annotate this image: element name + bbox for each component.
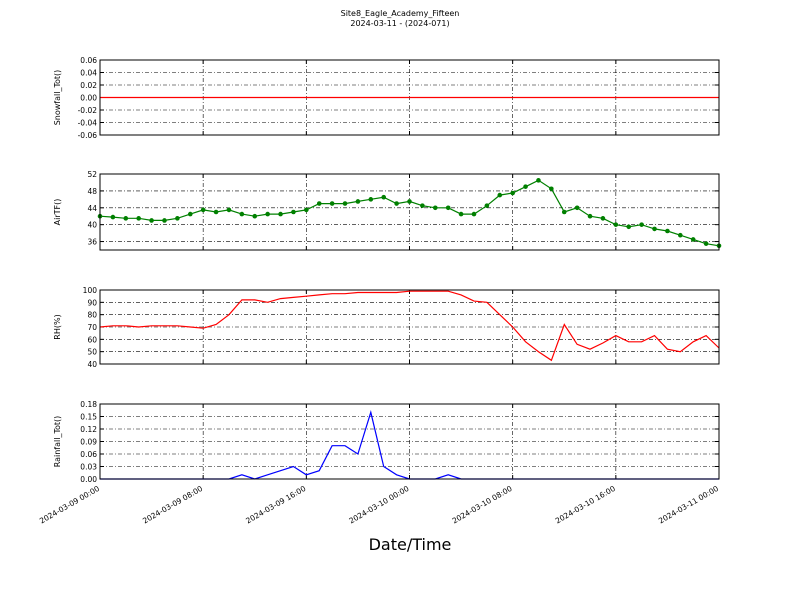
data-point (355, 199, 361, 204)
data-point (420, 203, 425, 208)
data-point (381, 194, 387, 200)
y-tick-label: 0.03 (80, 463, 97, 472)
plot-frame (99, 59, 720, 136)
data-point (110, 214, 116, 220)
y-tick-label: 40 (87, 360, 97, 369)
data-point (394, 201, 399, 206)
y-tick-label: 100 (83, 286, 98, 295)
y-tick-label: -0.04 (78, 119, 98, 128)
data-point (471, 211, 477, 217)
data-point (703, 241, 709, 246)
data-point (458, 211, 464, 217)
data-point (136, 216, 141, 221)
y-tick-label: 0.06 (80, 450, 97, 459)
data-point (252, 213, 258, 219)
data-point (600, 216, 606, 221)
data-point (510, 190, 515, 196)
data-point (678, 232, 683, 238)
data-point (368, 197, 374, 202)
y-tick-label: 60 (87, 335, 97, 344)
data-point (536, 178, 541, 183)
data-point (484, 203, 490, 208)
data-point (226, 207, 232, 213)
data-point (175, 216, 180, 221)
y-tick-label: 50 (87, 348, 97, 357)
data-point (200, 207, 206, 213)
y-tick-label: -0.06 (78, 131, 98, 140)
data-point (549, 186, 554, 192)
y-axis-label: Rainfall_Tot() (53, 416, 62, 468)
data-point (626, 224, 632, 230)
data-point (587, 213, 593, 219)
y-tick-label: 0.18 (80, 400, 97, 409)
x-tick-label: 2024-03-09 00:00 (38, 484, 101, 526)
y-tick-label: 44 (87, 204, 97, 213)
plot-frame (99, 289, 720, 365)
y-tick-label: 36 (87, 238, 97, 247)
data-point (265, 211, 270, 217)
data-point (213, 209, 219, 215)
data-point (162, 218, 167, 223)
data-point (329, 201, 335, 206)
y-tick-label: -0.02 (78, 106, 98, 115)
x-tick-label: 2024-03-11 00:00 (657, 484, 720, 526)
data-point (291, 209, 296, 215)
data-point (278, 211, 283, 217)
x-tick-label: 2024-03-09 16:00 (244, 484, 307, 526)
data-point (665, 228, 670, 234)
y-tick-label: 80 (87, 311, 97, 320)
y-tick-label: 52 (87, 170, 97, 179)
y-axis-label: AirTF() (53, 199, 62, 226)
data-point (561, 209, 567, 215)
y-tick-label: 70 (87, 323, 97, 332)
data-point (342, 201, 348, 206)
x-tick-label: 2024-03-10 08:00 (451, 484, 514, 526)
chart-title: Site8_Eagle_Academy_Fifteen (341, 9, 460, 18)
data-point (574, 205, 580, 211)
data-point (187, 211, 193, 217)
y-tick-label: 40 (87, 221, 97, 230)
plot-frame (99, 173, 720, 251)
data-point (613, 222, 619, 227)
y-tick-label: 48 (87, 187, 97, 196)
x-tick-label: 2024-03-09 08:00 (141, 484, 204, 526)
y-tick-label: 0.04 (80, 69, 97, 78)
x-tick-label: 2024-03-10 00:00 (347, 484, 410, 526)
data-point (690, 237, 696, 242)
data-point (239, 211, 245, 217)
data-point (652, 226, 657, 232)
data-line (99, 290, 720, 362)
data-point (497, 192, 503, 198)
y-axis-label: RH(%) (53, 314, 62, 339)
data-point (432, 205, 438, 211)
y-tick-label: 0.06 (80, 56, 97, 65)
data-point (304, 207, 309, 213)
data-point (407, 199, 412, 204)
data-point (445, 205, 451, 211)
data-point (316, 201, 322, 206)
data-point (123, 216, 129, 221)
data-point (149, 218, 154, 223)
y-tick-label: 0.00 (80, 475, 97, 484)
y-tick-label: 0.02 (80, 81, 97, 90)
y-tick-label: 0.15 (80, 413, 97, 422)
y-axis-label: Snowfall_Tot() (53, 70, 62, 126)
y-tick-label: 0.00 (80, 94, 97, 103)
chart-subtitle: 2024-03-11 - (2024-071) (350, 19, 449, 28)
y-tick-label: 90 (87, 298, 97, 307)
x-axis-label: Date/Time (369, 535, 452, 554)
y-tick-label: 0.09 (80, 438, 97, 447)
y-tick-label: 0.12 (80, 425, 97, 434)
x-tick-label: 2024-03-10 16:00 (554, 484, 617, 526)
plot-frame (99, 403, 720, 480)
data-point (639, 222, 644, 227)
data-point (523, 184, 528, 189)
